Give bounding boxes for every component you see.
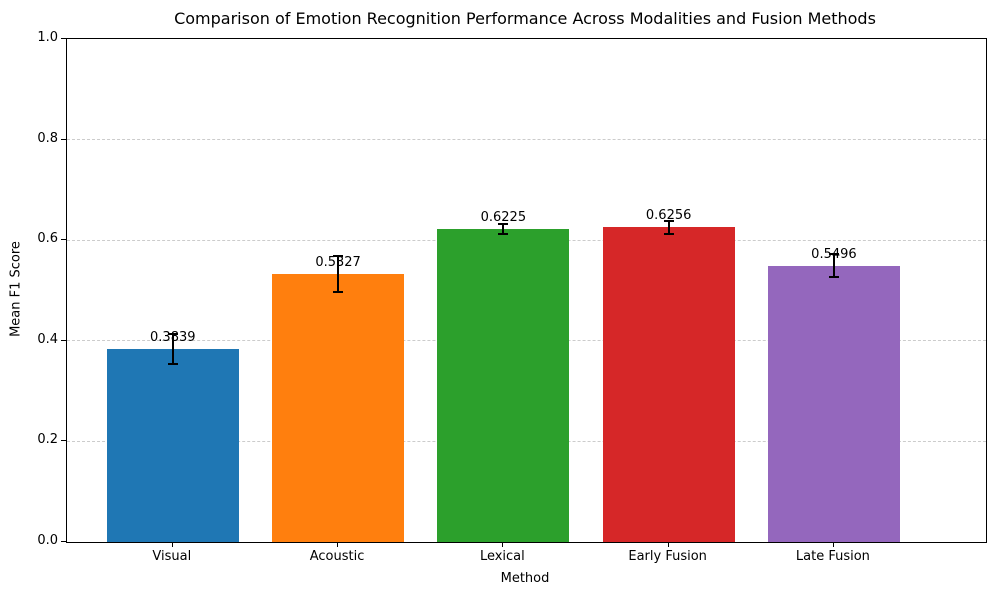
chart-title: Comparison of Emotion Recognition Perfor… [174,9,876,28]
gridline [67,139,986,141]
x-tick-mark [832,542,834,547]
error-bar-cap [498,222,509,225]
error-bar [171,333,174,364]
bar-early-fusion [602,227,735,542]
y-tick-mark [61,38,66,39]
y-tick-mark [61,440,66,442]
y-tick-mark [61,138,66,140]
bar-visual [106,348,239,542]
y-tick-mark [61,239,66,241]
y-tick-label: 0.0 [37,533,58,548]
error-bar [337,255,340,293]
error-bar [667,220,670,234]
error-bar-cap [167,362,178,365]
x-tick-mark [667,542,669,547]
error-bar-cap [333,291,344,294]
y-tick-label: 0.8 [37,130,58,146]
error-bar-cap [663,232,674,235]
y-tick-label: 0.4 [37,331,58,347]
y-tick-label: 1.0 [37,30,58,45]
x-tick-label-late-fusion: Late Fusion [795,549,870,564]
error-bar-cap [333,254,344,257]
y-tick-mark [61,339,66,341]
bar-lexical [437,228,570,542]
x-tick-mark [171,542,173,547]
y-axis-label: Mean F1 Score [8,241,24,337]
error-bar [832,254,835,277]
y-tick-label: 0.2 [37,432,58,448]
x-tick-label-early-fusion: Early Fusion [628,549,707,564]
x-tick-mark [337,542,339,547]
y-tick-mark [61,541,66,542]
x-tick-mark [502,542,504,547]
error-bar-cap [828,253,839,256]
error-bar [502,223,505,234]
x-tick-label-visual: Visual [152,549,192,564]
x-tick-label-lexical: Lexical [479,549,525,564]
bar-late-fusion [767,265,901,542]
x-tick-label-acoustic: Acoustic [309,549,365,564]
error-bar-cap [663,219,674,222]
error-bar-cap [498,232,509,235]
error-bar-cap [828,275,839,278]
y-tick-label: 0.6 [37,231,58,247]
bar-value-label: 0.6225 [480,209,527,225]
bar-acoustic [271,274,405,542]
x-axis-label: Method [500,571,550,586]
bar-value-label: 0.6256 [645,208,692,224]
error-bar-cap [167,332,178,335]
